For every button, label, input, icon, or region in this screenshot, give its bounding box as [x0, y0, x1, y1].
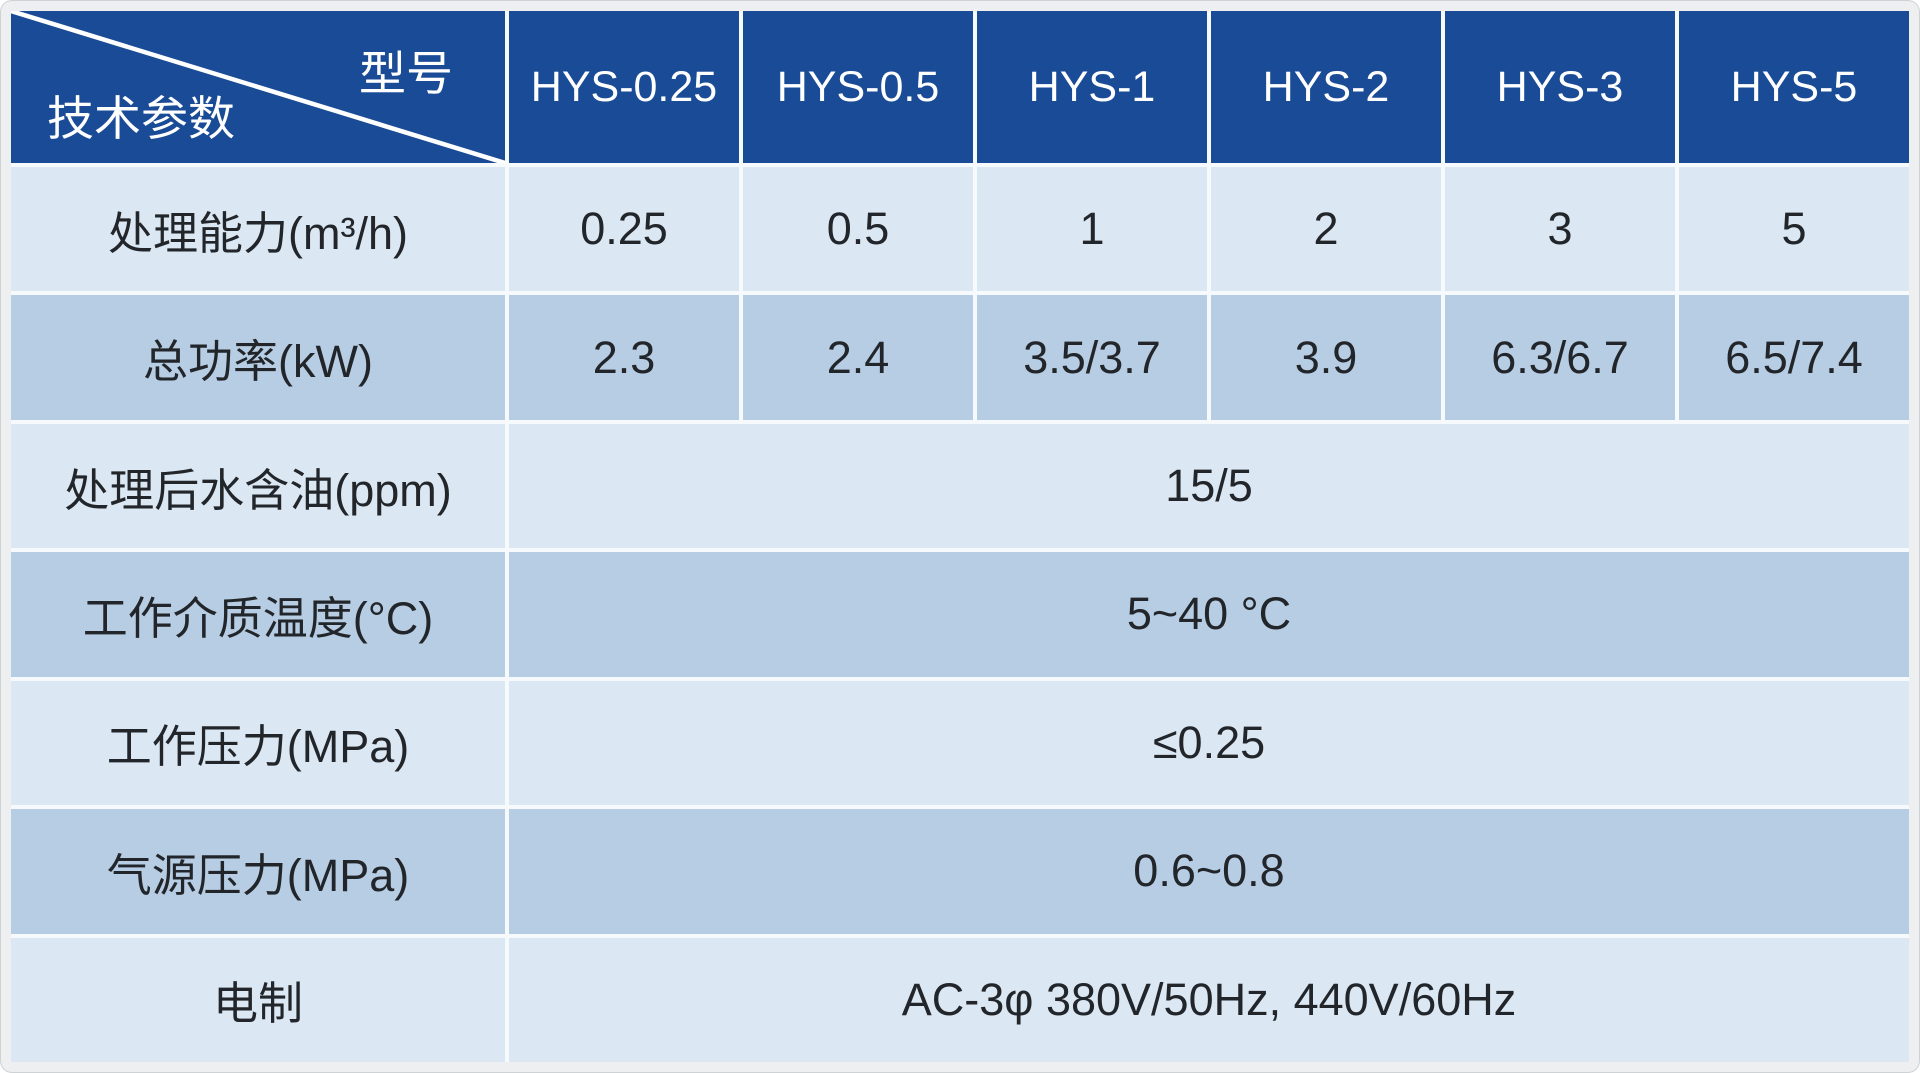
model-header-cell: HYS-1 [977, 11, 1207, 163]
merged-value-cell: 5~40 °C [509, 552, 1909, 677]
value-cell: 3.9 [1211, 295, 1441, 420]
value-cell: 0.5 [743, 167, 973, 292]
merged-value-cell: ≤0.25 [509, 680, 1909, 806]
corner-label-model: 型号 [359, 47, 453, 100]
spec-table: 型号 技术参数 HYS-0.25 HYS-0.5 HYS-1 HYS-2 HYS… [11, 11, 1909, 1062]
merged-value-cell: 0.6~0.8 [509, 809, 1909, 934]
row-label-cell: 电制 [11, 937, 505, 1062]
row-label-cell: 处理能力(m³/h) [11, 167, 505, 292]
corner-header-cell: 型号 技术参数 [11, 11, 505, 163]
row-label-cell: 气源压力(MPa) [11, 809, 505, 934]
diagonal-divider-line [11, 11, 505, 163]
model-header-cell: HYS-5 [1679, 11, 1909, 163]
corner-label-parameters: 技术参数 [47, 92, 235, 145]
row-label-cell: 工作压力(MPa) [11, 680, 505, 806]
value-cell: 5 [1679, 167, 1909, 292]
model-header-cell: HYS-2 [1211, 11, 1441, 163]
value-cell: 1 [977, 167, 1207, 292]
row-label-cell: 总功率(kW) [11, 295, 505, 420]
model-header-cell: HYS-0.25 [509, 11, 739, 163]
value-cell: 3 [1445, 167, 1675, 292]
model-header-cell: HYS-3 [1445, 11, 1675, 163]
merged-value-cell: AC-3φ 380V/50Hz, 440V/60Hz [509, 937, 1909, 1062]
value-cell: 3.5/3.7 [977, 295, 1207, 420]
value-cell: 6.3/6.7 [1445, 295, 1675, 420]
value-cell: 2.3 [509, 295, 739, 420]
merged-value-cell: 15/5 [509, 423, 1909, 549]
row-label-cell: 工作介质温度(°C) [11, 552, 505, 677]
value-cell: 2.4 [743, 295, 973, 420]
value-cell: 0.25 [509, 167, 739, 292]
row-label-cell: 处理后水含油(ppm) [11, 423, 505, 549]
value-cell: 6.5/7.4 [1679, 295, 1909, 420]
model-header-cell: HYS-0.5 [743, 11, 973, 163]
value-cell: 2 [1211, 167, 1441, 292]
